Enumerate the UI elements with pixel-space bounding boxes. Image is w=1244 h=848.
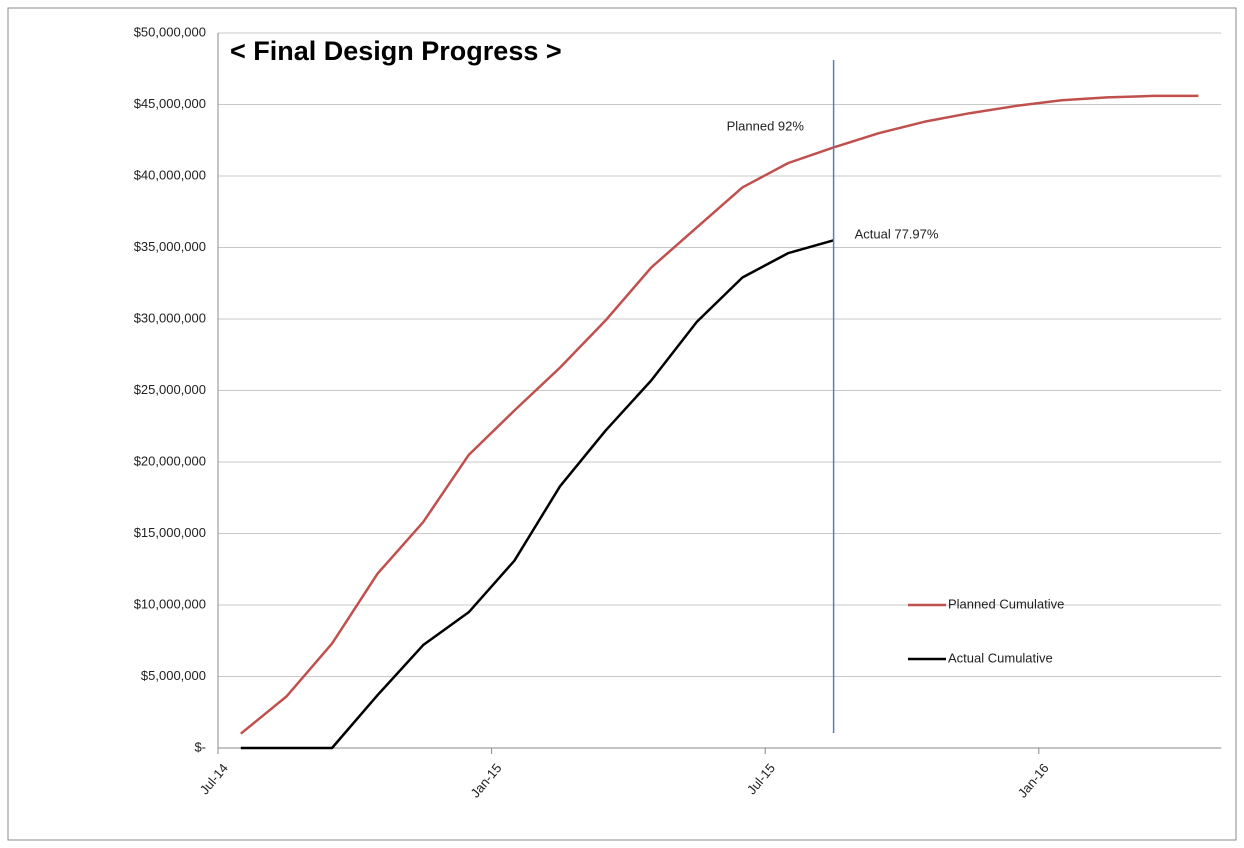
legend-label: Actual Cumulative	[948, 650, 1053, 665]
annotation: Actual 77.97%	[855, 226, 939, 241]
y-tick-label: $25,000,000	[134, 382, 206, 397]
chart-frame	[7, 7, 1237, 841]
y-tick-label: $-	[194, 739, 206, 754]
y-tick-label: $35,000,000	[134, 239, 206, 254]
y-tick-label: $15,000,000	[134, 525, 206, 540]
chart-title: < Final Design Progress >	[230, 36, 562, 66]
y-tick-label: $50,000,000	[134, 24, 206, 39]
series-line	[240, 94, 1199, 735]
y-tick-label: $40,000,000	[134, 167, 206, 182]
y-tick-label: $5,000,000	[141, 668, 206, 683]
legend-label: Planned Cumulative	[948, 596, 1064, 611]
y-tick-label: $30,000,000	[134, 310, 206, 325]
annotation: Planned 92%	[727, 118, 805, 133]
y-tick-label: $20,000,000	[134, 453, 206, 468]
series-line	[240, 239, 834, 750]
y-tick-label: $45,000,000	[134, 96, 206, 111]
y-tick-label: $10,000,000	[134, 596, 206, 611]
